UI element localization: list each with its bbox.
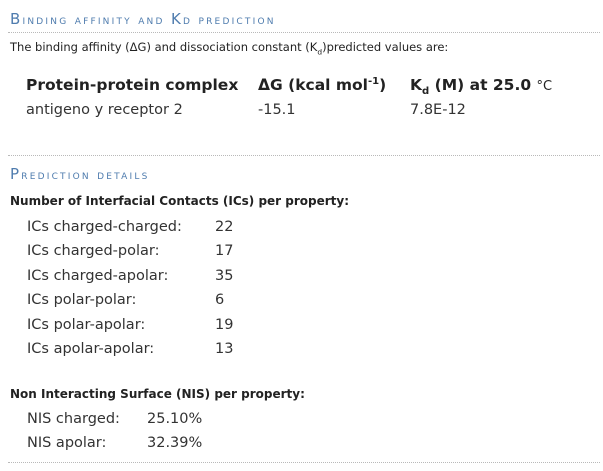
ics-value: 22 bbox=[215, 219, 234, 235]
nis-label: NIS apolar: bbox=[27, 435, 107, 451]
ics-value: 17 bbox=[215, 243, 234, 259]
result-delta-g: -15.1 bbox=[258, 102, 296, 118]
ics-value: 6 bbox=[215, 292, 225, 308]
details-section-title: Prediction details bbox=[10, 165, 150, 183]
nis-value: 32.39% bbox=[147, 435, 203, 451]
ics-value: 19 bbox=[215, 317, 234, 333]
section-divider bbox=[8, 155, 600, 156]
header-complex: Protein-protein complex bbox=[26, 76, 239, 94]
ics-value: 35 bbox=[215, 268, 234, 284]
affinity-section-title: Binding affinity and KD prediction bbox=[10, 10, 276, 28]
section-divider bbox=[8, 32, 600, 33]
header-delta-g: ΔG (kcal mol-1) bbox=[258, 76, 387, 95]
nis-label: NIS charged: bbox=[27, 411, 120, 427]
nis-value: 25.10% bbox=[147, 411, 203, 427]
ics-label: ICs polar-apolar: bbox=[27, 317, 146, 333]
ics-label: ICs charged-apolar: bbox=[27, 268, 169, 284]
ics-label: ICs apolar-apolar: bbox=[27, 341, 155, 357]
nis-heading: Non Interacting Surface (NIS) per proper… bbox=[10, 387, 305, 401]
section-divider bbox=[8, 462, 600, 463]
ics-label: ICs charged-charged: bbox=[27, 219, 182, 235]
ics-label: ICs polar-polar: bbox=[27, 292, 137, 308]
header-kd: Kd (M) at 25.0 °C bbox=[410, 76, 553, 98]
ics-heading: Number of Interfacial Contacts (ICs) per… bbox=[10, 194, 350, 208]
ics-value: 13 bbox=[215, 341, 234, 357]
result-complex-name: antigeno y receptor 2 bbox=[26, 102, 183, 118]
ics-label: ICs charged-polar: bbox=[27, 243, 160, 259]
affinity-intro-text: The binding affinity (ΔG) and dissociati… bbox=[10, 40, 449, 57]
result-kd: 7.8E-12 bbox=[410, 102, 466, 118]
